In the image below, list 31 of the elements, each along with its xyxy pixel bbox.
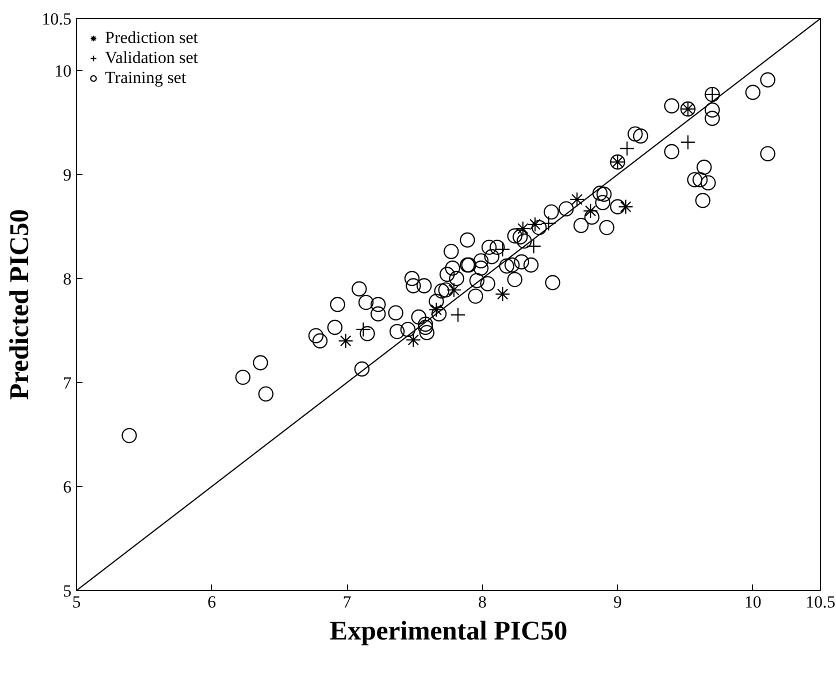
point (680, 134, 696, 150)
x-tick-label: 9 (613, 592, 622, 612)
y-tick-label: 8 (63, 270, 72, 288)
point (495, 286, 510, 302)
y-tick-label: 10 (54, 62, 72, 80)
legend-label: Training set (105, 68, 186, 88)
legend-label: Validation set (105, 48, 198, 68)
point (680, 101, 696, 117)
x-tick-label: 8 (478, 592, 487, 612)
point (450, 307, 466, 322)
point (569, 192, 585, 208)
y-tick-label: 10.5 (42, 10, 72, 28)
y-tick-label: 7 (63, 374, 72, 392)
x-axis-title: Experimental PIC50 (330, 616, 568, 646)
point (446, 282, 462, 298)
point (610, 154, 626, 170)
legend-label: Prediction set (105, 28, 198, 48)
x-tick-label: 6 (208, 592, 216, 612)
point (338, 333, 354, 348)
x-tick-label: 10 (744, 592, 762, 612)
point (527, 216, 543, 232)
y-axis-title: Predicted PIC50 (4, 209, 34, 400)
point (618, 199, 634, 214)
point (406, 332, 421, 348)
x-tick-label: 10.5 (806, 592, 836, 612)
point (582, 203, 598, 218)
point (619, 140, 635, 156)
x-tick-label: 7 (342, 592, 352, 612)
point (428, 302, 444, 318)
y-tick-label: 6 (63, 478, 72, 496)
y-tick-label: 9 (63, 166, 72, 184)
